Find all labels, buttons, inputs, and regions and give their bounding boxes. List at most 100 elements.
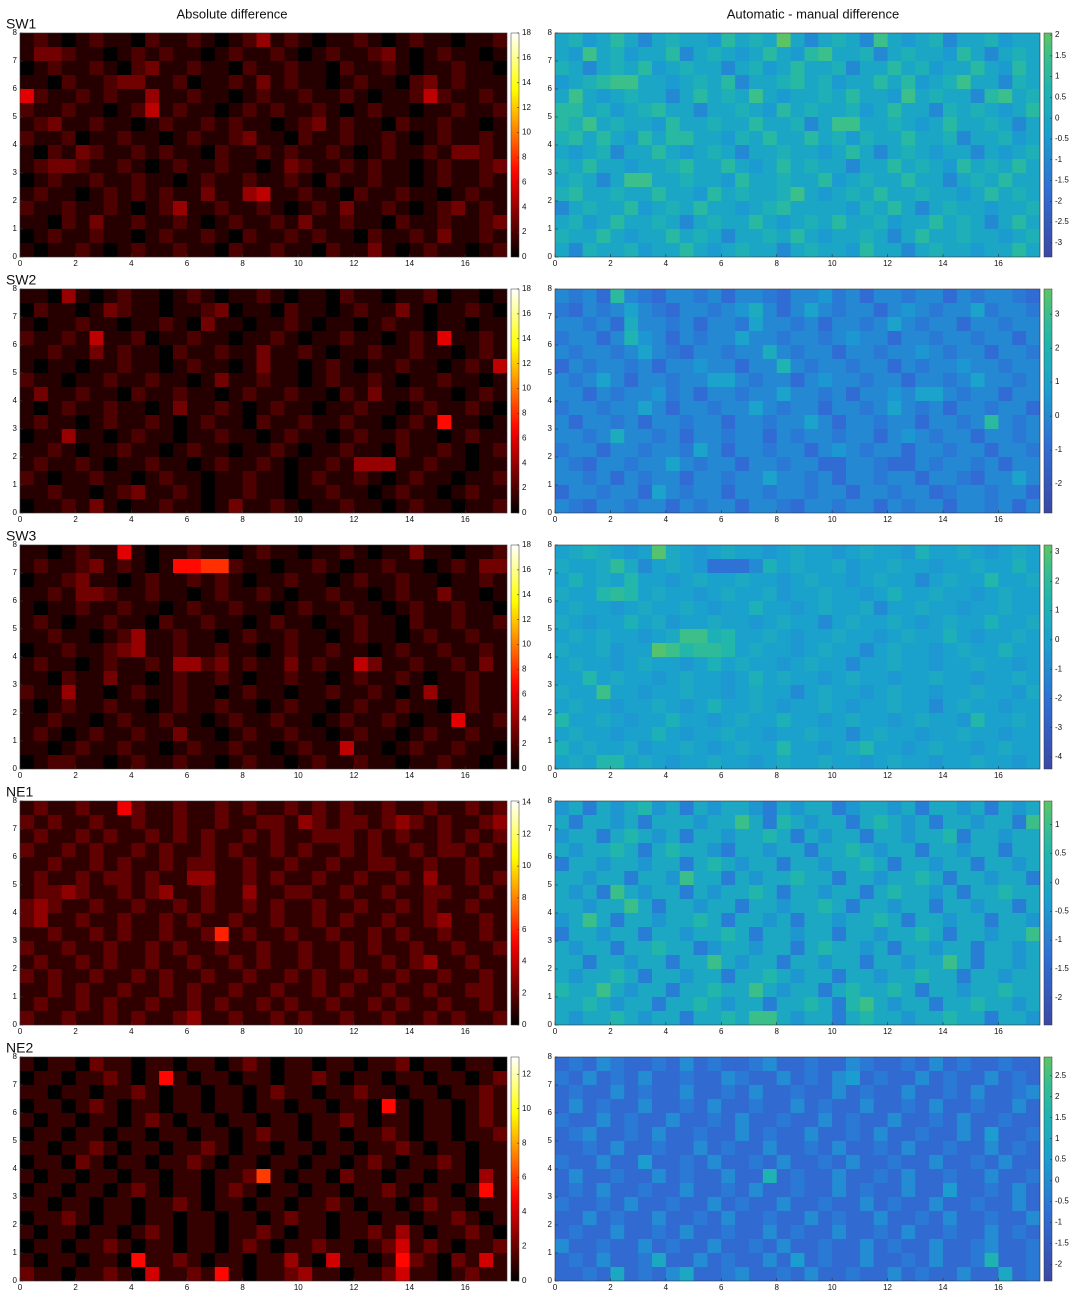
cell (465, 471, 479, 485)
x-tick-label: 16 (461, 515, 470, 524)
cell (652, 629, 666, 643)
cell (901, 969, 915, 983)
cell (749, 345, 763, 359)
cell (354, 499, 368, 513)
cell (437, 997, 451, 1011)
cell (624, 215, 638, 229)
cell (76, 927, 90, 941)
cell (998, 215, 1012, 229)
cell (284, 545, 298, 559)
cell (749, 117, 763, 131)
cell (410, 559, 424, 573)
y-tick-label: 1 (548, 224, 553, 233)
cell (694, 685, 708, 699)
cell (396, 545, 410, 559)
cell (569, 173, 583, 187)
cell (749, 75, 763, 89)
cell (20, 47, 34, 61)
cell (243, 713, 257, 727)
cell (915, 755, 929, 769)
cell (479, 829, 493, 843)
cell (90, 289, 104, 303)
cell (749, 173, 763, 187)
cell (694, 601, 708, 615)
cell (735, 969, 749, 983)
cell (763, 1011, 777, 1025)
cell (479, 643, 493, 657)
cell (888, 471, 902, 485)
cell (818, 983, 832, 997)
cell (284, 485, 298, 499)
cell (326, 601, 340, 615)
cell (680, 657, 694, 671)
cell (957, 331, 971, 345)
cell (943, 885, 957, 899)
cell (694, 33, 708, 47)
cell (583, 387, 597, 401)
cell (298, 345, 312, 359)
cell (270, 47, 284, 61)
cell (62, 47, 76, 61)
cell (465, 61, 479, 75)
cell (451, 243, 465, 257)
cell (34, 997, 48, 1011)
cell (957, 303, 971, 317)
cell (638, 303, 652, 317)
x-tick-label: 4 (664, 515, 669, 524)
cell (846, 699, 860, 713)
cell (382, 969, 396, 983)
cell (284, 499, 298, 513)
cell (270, 485, 284, 499)
cell (901, 741, 915, 755)
cell (382, 601, 396, 615)
cell (20, 117, 34, 131)
cell (569, 47, 583, 61)
cell (943, 457, 957, 471)
cell (382, 33, 396, 47)
cell (680, 117, 694, 131)
cell (998, 699, 1012, 713)
cell (707, 941, 721, 955)
cell (735, 33, 749, 47)
cell (929, 913, 943, 927)
cell (1012, 843, 1026, 857)
cell (680, 843, 694, 857)
cell (215, 699, 229, 713)
cell (312, 373, 326, 387)
cell (340, 429, 354, 443)
cell (479, 443, 493, 457)
cell (90, 857, 104, 871)
cell (62, 857, 76, 871)
cell (680, 587, 694, 601)
cell (326, 815, 340, 829)
cell (34, 159, 48, 173)
cell (721, 485, 735, 499)
cell (396, 359, 410, 373)
cell (257, 643, 271, 657)
cell (117, 173, 131, 187)
cell (173, 983, 187, 997)
cell (340, 871, 354, 885)
cell (243, 885, 257, 899)
cell (860, 47, 874, 61)
cell (103, 671, 117, 685)
cell (368, 713, 382, 727)
cell (901, 131, 915, 145)
cell (354, 345, 368, 359)
cell (270, 75, 284, 89)
cell (215, 243, 229, 257)
cell (410, 61, 424, 75)
cell (1012, 913, 1026, 927)
cell (368, 401, 382, 415)
cell (479, 685, 493, 699)
cell (929, 303, 943, 317)
cell (985, 103, 999, 117)
cell (583, 871, 597, 885)
cell (382, 997, 396, 1011)
cell (20, 471, 34, 485)
cell (666, 545, 680, 559)
cell (915, 573, 929, 587)
cell (62, 61, 76, 75)
cell (1026, 983, 1040, 997)
cell (76, 885, 90, 899)
